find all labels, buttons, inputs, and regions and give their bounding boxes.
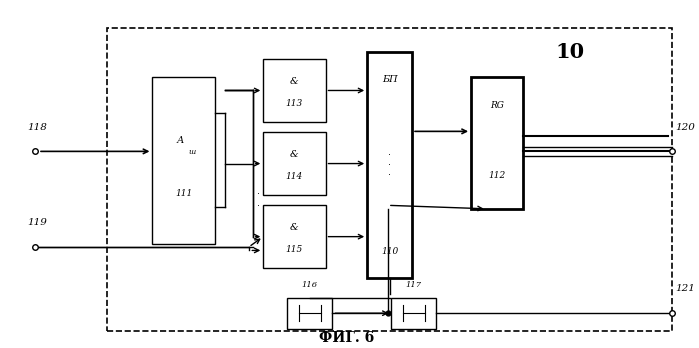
Bar (391, 298, 436, 329)
Text: ФИГ. 6: ФИГ. 6 (319, 331, 374, 345)
Text: 113: 113 (286, 98, 303, 108)
Text: &: & (290, 150, 298, 159)
Bar (264, 132, 326, 195)
Text: ·
·
·: · · · (388, 150, 391, 180)
Bar (264, 59, 326, 122)
Text: 118: 118 (28, 122, 48, 132)
Text: 10: 10 (556, 42, 585, 62)
Text: &: & (290, 77, 298, 86)
Text: 112: 112 (489, 171, 505, 180)
Bar (471, 77, 523, 209)
Text: 121: 121 (675, 284, 696, 293)
Text: БП: БП (382, 75, 398, 84)
Bar (152, 77, 215, 244)
Bar (264, 205, 326, 268)
Bar (287, 298, 333, 329)
Text: 120: 120 (675, 122, 696, 132)
Text: &: & (290, 223, 298, 232)
Bar (367, 52, 412, 278)
Text: ·
·: · · (257, 189, 259, 211)
Text: RG: RG (490, 101, 504, 110)
Text: 111: 111 (175, 189, 192, 198)
Text: 110: 110 (381, 247, 398, 256)
Bar (108, 28, 672, 331)
Text: 115: 115 (286, 245, 303, 254)
Text: А: А (176, 135, 184, 144)
Text: ш: ш (189, 148, 196, 156)
Text: 116: 116 (302, 281, 318, 289)
Text: 117: 117 (406, 281, 422, 289)
Text: 119: 119 (28, 218, 48, 227)
Text: 114: 114 (286, 172, 303, 181)
